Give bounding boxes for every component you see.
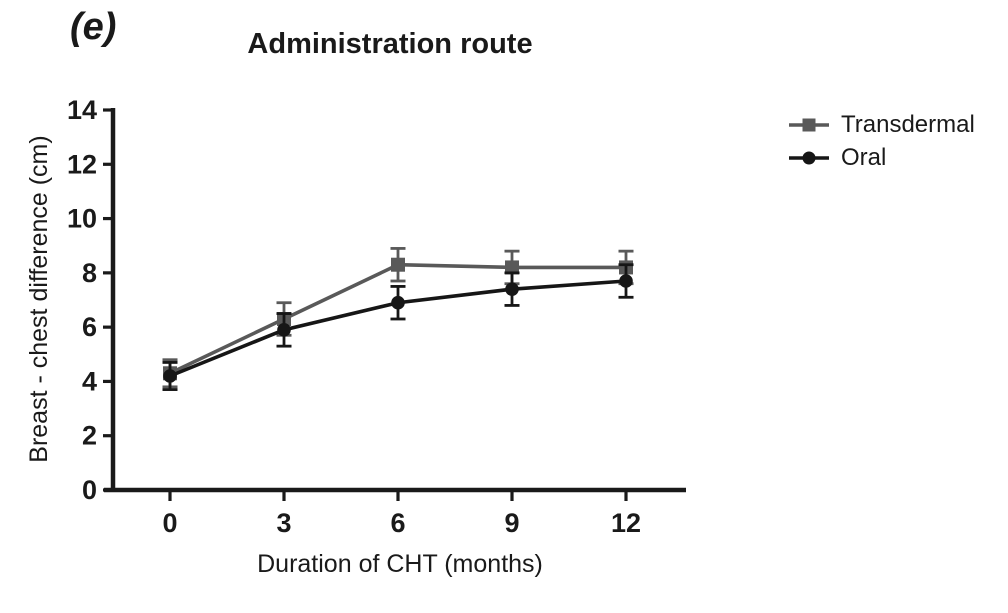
svg-text:14: 14	[67, 95, 97, 125]
chart-title: Administration route	[247, 28, 533, 60]
svg-text:8: 8	[82, 258, 97, 288]
svg-text:0: 0	[82, 475, 97, 505]
svg-text:6: 6	[390, 508, 405, 538]
transdermal-square-marker-icon	[789, 118, 829, 132]
x-tick-labels: 0 3 6 9 12	[162, 490, 641, 538]
y-tick-labels: 0 2 4 6 8 10 12 14	[67, 95, 113, 505]
svg-text:9: 9	[504, 508, 519, 538]
svg-text:12: 12	[67, 149, 97, 179]
svg-text:10: 10	[67, 204, 97, 234]
panel-label: (e)	[70, 6, 117, 48]
svg-text:6: 6	[82, 312, 97, 342]
legend: Transdermal Oral	[788, 111, 975, 178]
x-axis-title: Duration of CHT (months)	[257, 550, 543, 578]
legend-label-transdermal: Transdermal	[841, 111, 975, 138]
oral-circle-marker-icon	[789, 151, 829, 165]
series-oral	[162, 263, 634, 391]
axes	[104, 108, 686, 493]
legend-label-oral: Oral	[841, 144, 887, 171]
legend-entry-transdermal: Transdermal	[788, 111, 975, 138]
svg-text:3: 3	[276, 508, 291, 538]
svg-text:2: 2	[82, 421, 97, 451]
svg-text:4: 4	[82, 366, 97, 396]
svg-text:0: 0	[162, 508, 177, 538]
svg-text:12: 12	[611, 508, 641, 538]
legend-entry-oral: Oral	[788, 144, 975, 171]
